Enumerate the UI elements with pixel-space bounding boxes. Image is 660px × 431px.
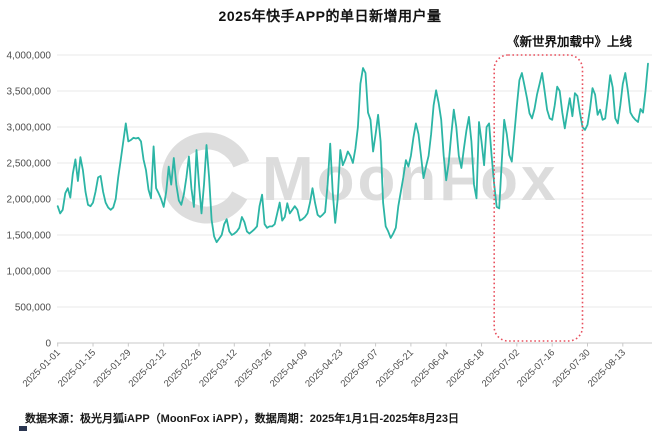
svg-text:3,000,000: 3,000,000: [7, 123, 52, 134]
svg-text:1,500,000: 1,500,000: [7, 231, 52, 242]
corner-logo-fragment: [19, 426, 27, 431]
svg-text:2,500,000: 2,500,000: [7, 159, 52, 170]
svg-text:0: 0: [45, 339, 51, 350]
svg-text:2025-08-13: 2025-08-13: [586, 347, 628, 389]
watermark: MoonFox: [161, 132, 556, 224]
svg-text:3,500,000: 3,500,000: [7, 87, 52, 98]
highlight-region-box: [493, 54, 584, 342]
y-axis-labels: 0 500,000 1,000,000 1,500,000 2,000,000 2,500…: [7, 51, 52, 350]
y-gridlines: [57, 54, 652, 344]
svg-text:500,000: 500,000: [15, 303, 52, 314]
x-axis-labels: 2025-01-012025-01-152025-01-292025-02-12…: [21, 347, 628, 389]
line-chart: MoonFox 0 500,000 1,000,000 1,500,000 2,000,0…: [7, 51, 652, 389]
annotation-label: 《新世界加载中》上线: [506, 35, 632, 49]
chart-title: 2025年快手APP的单日新增用户量: [218, 8, 442, 24]
series-line: [56, 62, 649, 244]
data-source-note: 数据来源：极光月狐iAPP（MoonFox iAPP），数据周期：2025年1月…: [25, 413, 459, 425]
x-axis-ticks: [57, 343, 624, 347]
svg-text:2,000,000: 2,000,000: [7, 195, 52, 206]
svg-text:4,000,000: 4,000,000: [7, 51, 52, 62]
svg-text:1,000,000: 1,000,000: [7, 267, 52, 278]
